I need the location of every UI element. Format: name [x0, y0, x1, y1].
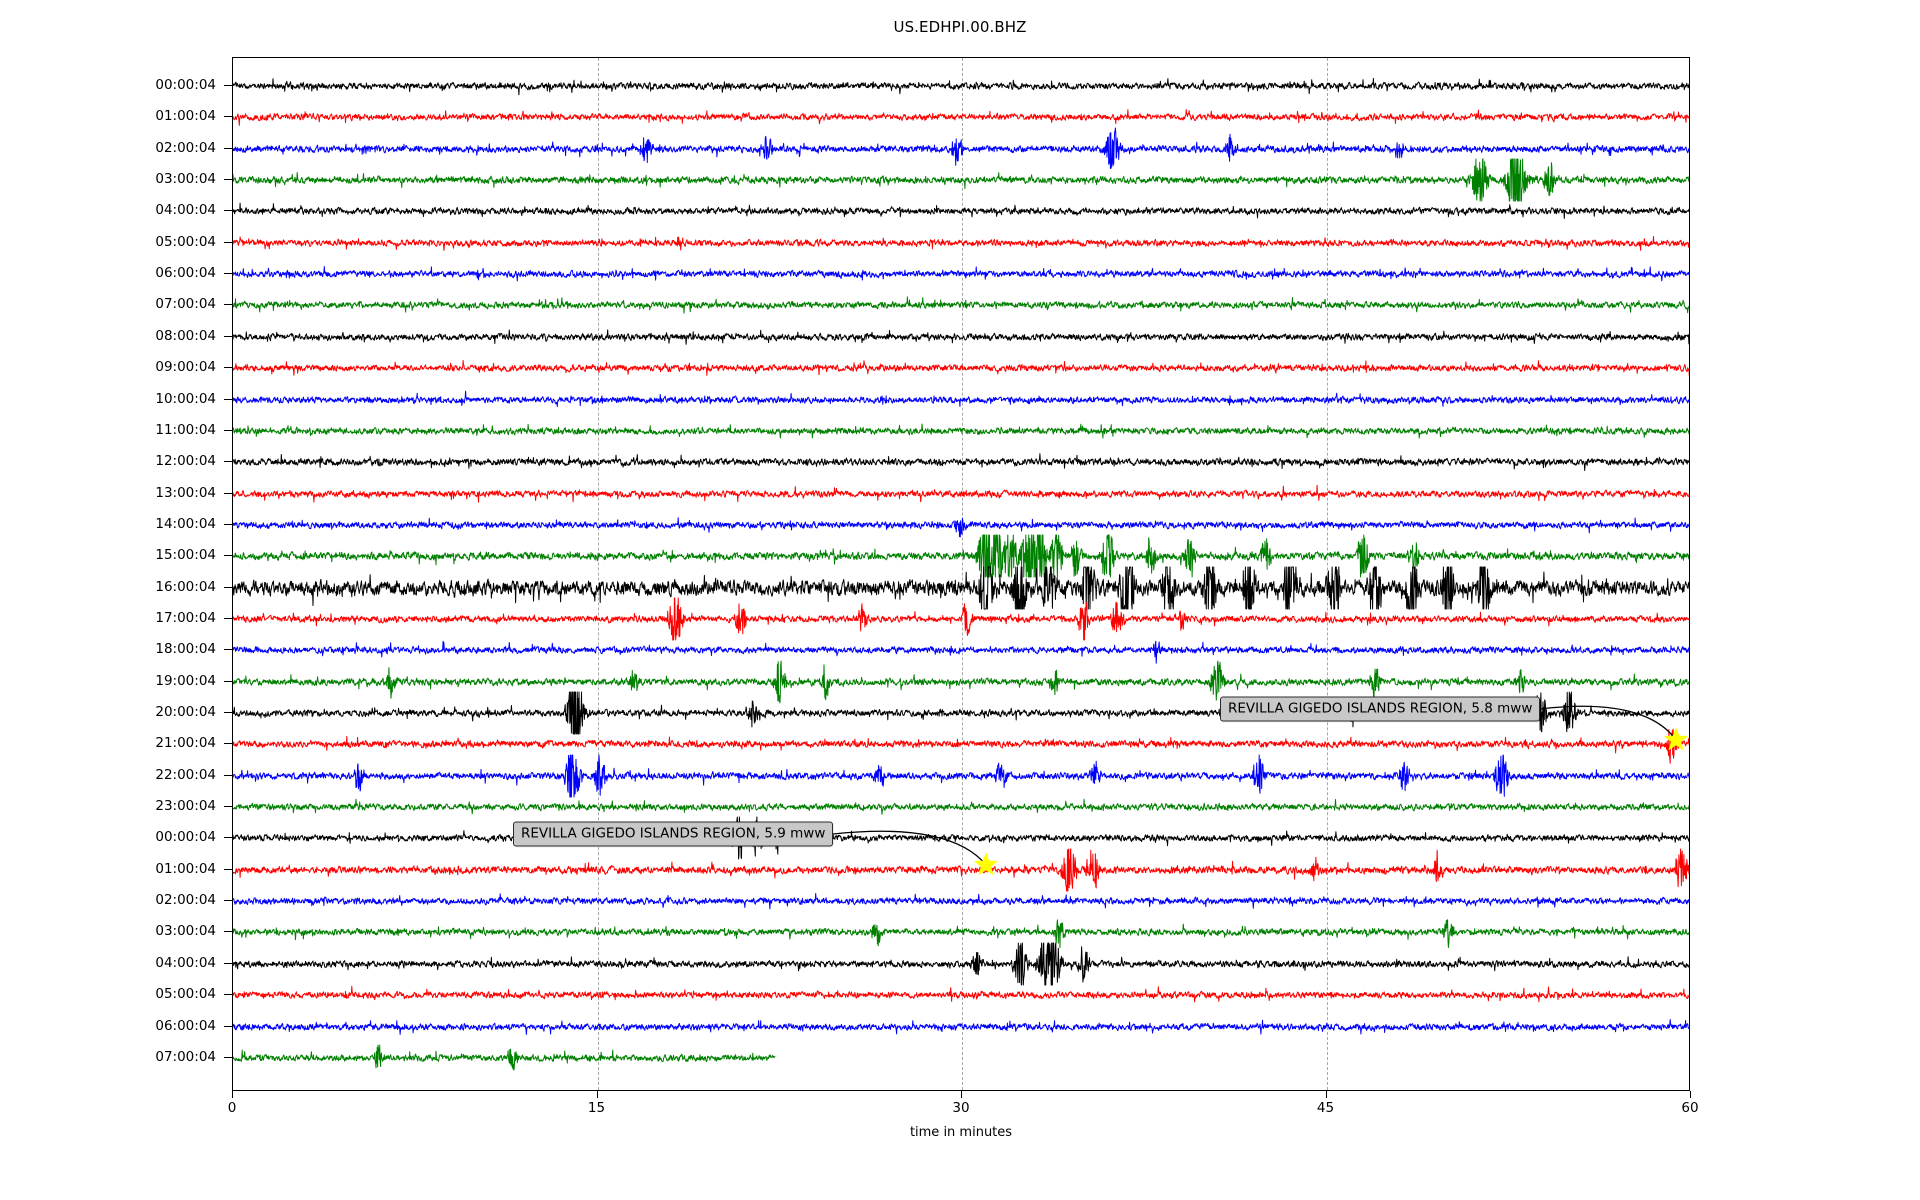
- y-axis-tick-label: 07:00:04: [155, 1048, 216, 1065]
- x-axis-tick-label: 0: [227, 1100, 237, 1116]
- y-axis-tick-mark: [224, 241, 233, 243]
- y-axis-tick-mark: [224, 429, 233, 431]
- y-axis-tick-mark: [224, 523, 233, 525]
- gridline-30min: [962, 58, 963, 1090]
- y-axis-tick-mark: [224, 335, 233, 337]
- gridline-45min: [1326, 58, 1328, 1090]
- y-axis-tick-label: 04:00:04: [155, 202, 216, 219]
- x-axis-tick-mark: [596, 1091, 598, 1098]
- x-axis-tick-label: 45: [1316, 1100, 1335, 1116]
- y-axis-tick-label: 03:00:04: [155, 171, 216, 188]
- y-axis-tick-label: 23:00:04: [155, 798, 216, 815]
- seismogram-plot-area[interactable]: [232, 57, 1690, 1091]
- y-axis-tick-label: 10:00:04: [155, 390, 216, 407]
- y-axis-tick-mark: [224, 868, 233, 870]
- y-axis-tick-mark: [224, 1056, 233, 1058]
- y-axis-tick-mark: [224, 179, 233, 181]
- y-axis-tick-label: 06:00:04: [155, 265, 216, 282]
- y-axis-tick-label: 03:00:04: [155, 923, 216, 940]
- y-axis-tick-label: 05:00:04: [155, 233, 216, 250]
- x-axis-title: time in minutes: [909, 1125, 1013, 1140]
- y-axis-tick-label: 00:00:04: [155, 829, 216, 846]
- y-axis-tick-label: 18:00:04: [155, 641, 216, 658]
- x-axis-tick-mark: [1325, 1091, 1327, 1098]
- x-axis-tick-label: 15: [587, 1100, 606, 1116]
- y-axis-tick-mark: [224, 492, 233, 494]
- y-axis-tick-mark: [224, 680, 233, 682]
- y-axis-tick-mark: [224, 555, 233, 557]
- y-axis-tick-label: 01:00:04: [155, 860, 216, 877]
- y-axis-tick-mark: [224, 962, 233, 964]
- y-axis-tick-label: 21:00:04: [155, 735, 216, 752]
- y-axis-tick-mark: [224, 617, 233, 619]
- x-axis-tick-label: 60: [1681, 1100, 1699, 1116]
- y-axis-tick-mark: [224, 398, 233, 400]
- y-axis-tick-label: 02:00:04: [155, 892, 216, 909]
- y-axis-tick-label: 15:00:04: [155, 547, 216, 564]
- y-axis-tick-mark: [224, 712, 233, 713]
- event-label-box[interactable]: REVILLA GIGEDO ISLANDS REGION, 5.8 mww: [1220, 696, 1541, 722]
- y-axis-tick-mark: [224, 85, 233, 86]
- y-axis-tick-mark: [224, 649, 233, 651]
- y-axis-tick-label: 01:00:04: [155, 108, 216, 125]
- y-axis-tick-mark: [224, 461, 233, 463]
- x-axis-tick-label: 30: [952, 1100, 970, 1116]
- x-axis-tick-mark: [232, 1091, 233, 1098]
- y-axis-tick-mark: [224, 210, 233, 212]
- y-axis-tick-mark: [224, 806, 233, 808]
- y-axis-tick-label: 19:00:04: [155, 672, 216, 689]
- y-axis-tick-mark: [224, 304, 233, 306]
- gridline-15min: [597, 58, 599, 1090]
- y-axis-tick-mark: [224, 116, 233, 118]
- x-axis-tick-mark: [961, 1091, 962, 1098]
- y-axis-tick-label: 07:00:04: [155, 296, 216, 313]
- y-axis-tick-mark: [224, 837, 233, 839]
- y-axis-tick-mark: [224, 147, 233, 149]
- y-axis-tick-label: 09:00:04: [155, 359, 216, 376]
- y-axis-tick-mark: [224, 1025, 233, 1027]
- y-axis-tick-label: 00:00:04: [155, 77, 216, 93]
- y-axis-tick-label: 06:00:04: [155, 1017, 216, 1034]
- y-axis-tick-label: 11:00:04: [155, 421, 216, 438]
- y-axis-tick-label: 08:00:04: [155, 327, 216, 344]
- y-axis-tick-label: 04:00:04: [155, 954, 216, 971]
- y-axis-tick-label: 17:00:04: [155, 609, 216, 626]
- y-axis-tick-mark: [224, 586, 233, 588]
- y-axis-tick-label: 05:00:04: [155, 986, 216, 1003]
- y-axis-tick-mark: [224, 774, 233, 776]
- y-axis-tick-label: 13:00:04: [155, 484, 216, 501]
- y-axis-tick-mark: [224, 931, 233, 933]
- y-axis-tick-label: 12:00:04: [155, 453, 216, 470]
- y-axis-tick-mark: [224, 900, 233, 902]
- y-axis-tick-label: 20:00:04: [155, 704, 216, 720]
- y-axis-tick-label: 14:00:04: [155, 515, 216, 532]
- y-axis-tick-mark: [224, 273, 233, 275]
- x-axis-tick-mark: [1690, 1091, 1691, 1098]
- y-axis-tick-label: 02:00:04: [155, 139, 216, 156]
- y-axis-tick-mark: [224, 994, 233, 996]
- y-axis-tick-label: 22:00:04: [155, 766, 216, 783]
- y-axis-tick-label: 16:00:04: [155, 578, 216, 595]
- y-axis-tick-mark: [224, 743, 233, 745]
- y-axis-tick-mark: [224, 367, 233, 369]
- page-title: US.EDHPI.00.BHZ: [893, 18, 1027, 36]
- event-label-box[interactable]: REVILLA GIGEDO ISLANDS REGION, 5.9 mww: [513, 821, 834, 847]
